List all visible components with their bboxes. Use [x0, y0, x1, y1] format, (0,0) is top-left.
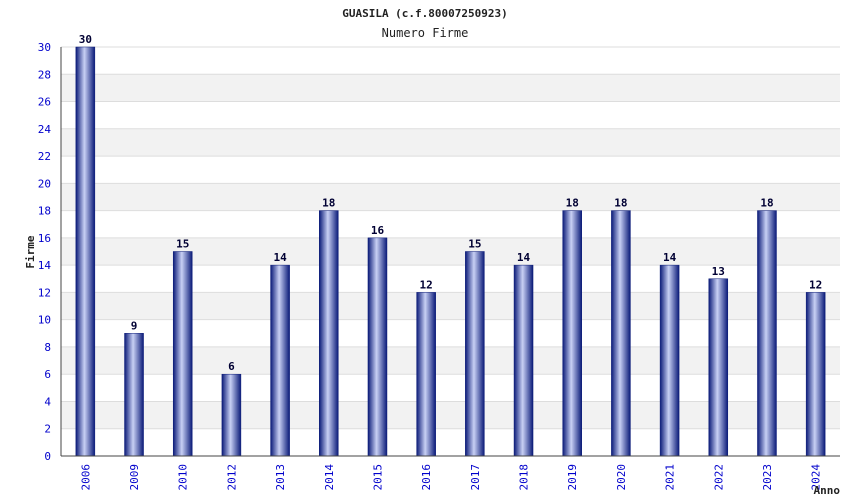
y-tick-label: 18 — [38, 205, 51, 218]
x-tick-label-2022: 2022 — [712, 464, 725, 491]
bar-2024 — [805, 292, 826, 457]
x-tick-label-2015: 2015 — [371, 464, 384, 491]
grid-band — [61, 74, 840, 102]
y-tick-label: 24 — [38, 123, 52, 136]
grid-band — [61, 183, 840, 211]
x-tick-label-2019: 2019 — [566, 464, 579, 491]
x-tick-labels: 2006 2009 2010 2012 2013 2014 2015 2016 2017 2018… — [79, 464, 822, 491]
y-tick-label: 4 — [44, 395, 51, 408]
axes — [60, 47, 840, 457]
bar-2017 — [465, 251, 485, 457]
value-label-2021: 14 — [663, 251, 677, 264]
bar-2015 — [367, 237, 388, 457]
x-tick-label-2020: 2020 — [615, 464, 628, 491]
y-tick-label: 14 — [38, 259, 52, 272]
x-tick-label-2017: 2017 — [469, 464, 482, 491]
value-label-2024: 12 — [809, 278, 822, 291]
chart-title: GUASILA (c.f.80007250923) — [342, 7, 508, 20]
grid-band — [61, 128, 840, 157]
bar-2020 — [611, 210, 631, 457]
x-tick-label-2010: 2010 — [177, 464, 190, 491]
value-label-2014: 18 — [322, 197, 335, 210]
y-tick-label: 6 — [44, 368, 51, 381]
y-tick-label: 20 — [38, 177, 51, 190]
bar-2006 — [75, 46, 96, 457]
value-label-2019: 18 — [566, 197, 579, 210]
y-tick-label: 28 — [38, 68, 51, 81]
value-label-2012: 6 — [228, 360, 235, 373]
y-axis-label: Firme — [24, 235, 37, 268]
bar-2021 — [659, 264, 680, 457]
x-tick-label-2023: 2023 — [761, 464, 774, 491]
bar-2014 — [319, 210, 339, 457]
x-tick-label-2009: 2009 — [128, 464, 141, 491]
value-label-2022: 13 — [712, 265, 725, 278]
value-labels: 30 9 15 6 14 18 16 12 15 14 18 18 14 13 18 12 — [79, 33, 823, 373]
value-label-2018: 14 — [517, 251, 531, 264]
x-tick-label-2013: 2013 — [274, 464, 287, 491]
bar-2022 — [708, 278, 729, 457]
bar-2013 — [270, 264, 290, 457]
value-label-2010: 15 — [176, 238, 189, 251]
bar-2018 — [513, 264, 534, 457]
y-tick-label: 22 — [38, 150, 51, 163]
y-tick-label: 16 — [38, 232, 51, 245]
x-tick-label-2024: 2024 — [810, 464, 823, 491]
chart-subtitle: Numero Firme — [382, 26, 469, 40]
y-tick-label: 12 — [38, 286, 51, 299]
y-tick-label: 10 — [38, 314, 51, 327]
value-label-2020: 18 — [614, 197, 627, 210]
x-tick-label-2012: 2012 — [225, 464, 238, 491]
value-label-2009: 9 — [131, 319, 138, 332]
y-tick-label: 26 — [38, 96, 51, 109]
value-label-2016: 12 — [420, 278, 433, 291]
y-tick-label: 8 — [44, 341, 51, 354]
x-tick-label-2014: 2014 — [323, 464, 336, 491]
value-label-2006: 30 — [79, 33, 92, 46]
value-label-2023: 18 — [760, 197, 773, 210]
x-tick-label-2006: 2006 — [79, 464, 92, 491]
value-label-2013: 14 — [273, 251, 287, 264]
value-label-2015: 16 — [371, 224, 385, 237]
x-tick-label-2018: 2018 — [518, 464, 531, 491]
x-axis-label: Anno — [814, 484, 841, 497]
y-tick-label: 0 — [44, 450, 51, 463]
x-tick-label-2021: 2021 — [664, 464, 677, 491]
value-label-2017: 15 — [468, 238, 481, 251]
bar-2009 — [124, 333, 144, 457]
bar-2012 — [221, 373, 242, 457]
bars — [75, 46, 826, 457]
bar-2010 — [172, 251, 193, 457]
x-tick-label-2016: 2016 — [420, 464, 433, 491]
y-tick-label: 30 — [38, 41, 51, 54]
bar-2019 — [562, 210, 582, 457]
y-tick-label: 2 — [44, 423, 51, 436]
bar-2016 — [416, 292, 436, 457]
bar-2023 — [757, 210, 777, 457]
